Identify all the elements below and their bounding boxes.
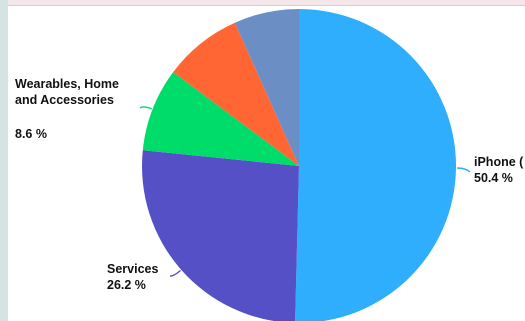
- left-border: [0, 0, 8, 321]
- top-border-line: [8, 5, 525, 6]
- pie-slice-iphone: [295, 9, 456, 321]
- pie-slice-wearables: [142, 72, 299, 166]
- slice-value-wearables: 8.6 %: [15, 127, 47, 141]
- pie-slice-services: [142, 150, 299, 321]
- slice-value-services: 26.2 %: [107, 278, 146, 292]
- slice-value-iphone: 50.4 %: [474, 171, 513, 185]
- slice-label-iphone: iPhone (: [474, 155, 524, 169]
- pie-slice-orange: [173, 22, 299, 167]
- pie-slices: [142, 9, 456, 321]
- pie-slice-steel-blue: [234, 9, 299, 166]
- label-connectors: [139, 106, 471, 277]
- slice-label-wearables-line1: Wearables, Home: [15, 77, 119, 91]
- connector-wearables: [139, 106, 152, 110]
- connector-iphone: [456, 167, 471, 173]
- top-border: [8, 0, 525, 5]
- slice-label-services: Services: [107, 262, 158, 276]
- slice-label-wearables-line2: and Accessories: [15, 93, 114, 107]
- connector-services: [169, 269, 181, 277]
